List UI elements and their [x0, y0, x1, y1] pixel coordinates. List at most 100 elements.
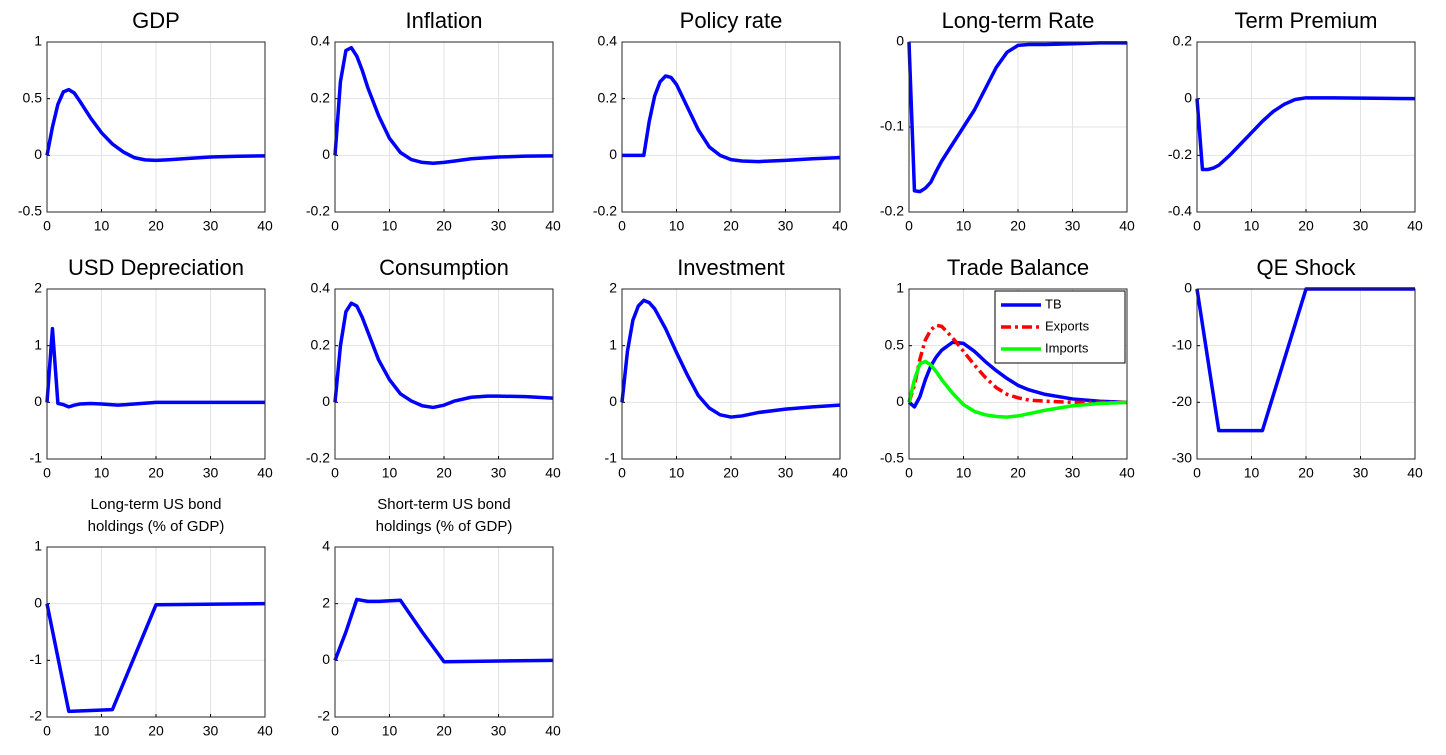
y-tick-label: 0.5: [885, 336, 905, 352]
line-series: [907, 41, 1127, 194]
y-tick-label: -20: [1172, 393, 1192, 409]
y-tick-label: -0.5: [18, 203, 42, 219]
x-tick-label: 0: [43, 723, 51, 739]
x-tick-label: 30: [491, 723, 507, 739]
axes-frame: [621, 288, 841, 460]
x-tick-label: 20: [148, 723, 164, 739]
x-tick-label: 0: [618, 465, 626, 481]
x-tick-label: 10: [94, 465, 110, 481]
x-tick-label: 40: [832, 218, 848, 234]
x-tick-label: 10: [382, 218, 398, 234]
chart-title: Term Premium: [1234, 8, 1377, 33]
axes-frame: [1196, 288, 1416, 460]
x-tick-label: 30: [1065, 465, 1081, 481]
axes-frame: [46, 546, 266, 718]
line-series: [333, 597, 554, 664]
x-tick-label: 20: [1298, 218, 1314, 234]
y-tick-label: -0.2: [880, 203, 904, 219]
line-series: [1195, 96, 1416, 172]
y-tick-label: -1: [30, 450, 43, 466]
x-tick-label: 20: [1298, 465, 1314, 481]
x-tick-label: 0: [905, 465, 913, 481]
x-tick-label: 10: [382, 723, 398, 739]
y-tick-label: -0.2: [306, 203, 330, 219]
x-tick-label: 10: [669, 218, 685, 234]
y-tick-label: 0: [322, 651, 330, 667]
x-tick-label: 30: [491, 465, 507, 481]
y-tick-label: -2: [30, 708, 43, 724]
y-tick-label: -0.4: [1168, 203, 1192, 219]
x-tick-label: 20: [436, 465, 452, 481]
x-tick-label: 0: [1193, 465, 1201, 481]
y-tick-label: 0: [896, 33, 904, 49]
y-tick-label: 0.4: [598, 33, 618, 49]
chart-title: Long-term US bond: [91, 496, 222, 513]
line-series: [333, 301, 554, 410]
y-tick-label: -1: [30, 651, 43, 667]
legend-label: Imports: [1045, 340, 1089, 355]
x-tick-label: 0: [905, 218, 913, 234]
axes-frame: [46, 41, 266, 213]
x-tick-label: 10: [956, 218, 972, 234]
x-tick-label: 30: [1353, 465, 1369, 481]
x-tick-label: 10: [1244, 465, 1260, 481]
y-tick-label: 0.2: [311, 89, 331, 105]
y-tick-label: -0.2: [1168, 146, 1192, 162]
chart-title: QE Shock: [1256, 255, 1356, 280]
x-tick-label: 30: [1353, 218, 1369, 234]
y-tick-label: 0: [322, 393, 330, 409]
chart-title: holdings (% of GDP): [376, 518, 513, 535]
axes-frame: [1196, 41, 1416, 213]
axes-frame: [334, 546, 554, 718]
axes-frame: [334, 41, 554, 213]
chart-title: holdings (% of GDP): [88, 518, 225, 535]
chart-title: Short-term US bond: [377, 496, 510, 513]
x-tick-label: 0: [43, 218, 51, 234]
x-tick-label: 10: [94, 723, 110, 739]
y-tick-label: 0: [896, 393, 904, 409]
y-tick-label: 0.5: [23, 89, 43, 105]
line-series: [45, 601, 266, 714]
chart-title: Long-term Rate: [942, 8, 1095, 33]
axes-frame: [334, 288, 554, 460]
y-tick-label: 0: [1184, 89, 1192, 105]
y-tick-label: -0.5: [880, 450, 904, 466]
x-tick-label: 40: [1119, 465, 1135, 481]
y-tick-label: 2: [34, 280, 42, 296]
y-tick-label: 0: [609, 146, 617, 162]
x-tick-label: 30: [491, 218, 507, 234]
y-tick-label: 0: [34, 393, 42, 409]
line-series: [907, 323, 1127, 405]
chart-title: Investment: [677, 255, 785, 280]
x-tick-label: 20: [1010, 465, 1026, 481]
x-tick-label: 0: [1193, 218, 1201, 234]
line-series: [45, 87, 266, 163]
line-series: [620, 298, 841, 419]
x-tick-label: 40: [545, 218, 561, 234]
chart-title: Policy rate: [680, 8, 783, 33]
x-tick-label: 10: [956, 465, 972, 481]
legend-label: Exports: [1045, 318, 1090, 333]
y-tick-label: 0.2: [1173, 33, 1193, 49]
y-tick-label: 2: [322, 594, 330, 610]
x-tick-label: 40: [1407, 465, 1423, 481]
y-tick-label: -30: [1172, 450, 1192, 466]
x-tick-label: 20: [1010, 218, 1026, 234]
x-tick-label: 40: [257, 218, 273, 234]
x-tick-label: 30: [778, 465, 794, 481]
axes-frame: [908, 288, 1128, 460]
x-tick-label: 0: [331, 218, 339, 234]
y-tick-label: -10: [1172, 336, 1192, 352]
chart-title: Inflation: [405, 8, 482, 33]
y-tick-label: 0: [609, 393, 617, 409]
line-series: [622, 74, 841, 164]
y-tick-label: 0.4: [311, 33, 331, 49]
y-tick-label: 1: [609, 336, 617, 352]
x-tick-label: 20: [148, 218, 164, 234]
x-tick-label: 30: [778, 218, 794, 234]
legend-label: TB: [1045, 296, 1062, 311]
x-tick-label: 40: [1407, 218, 1423, 234]
x-tick-label: 10: [669, 465, 685, 481]
